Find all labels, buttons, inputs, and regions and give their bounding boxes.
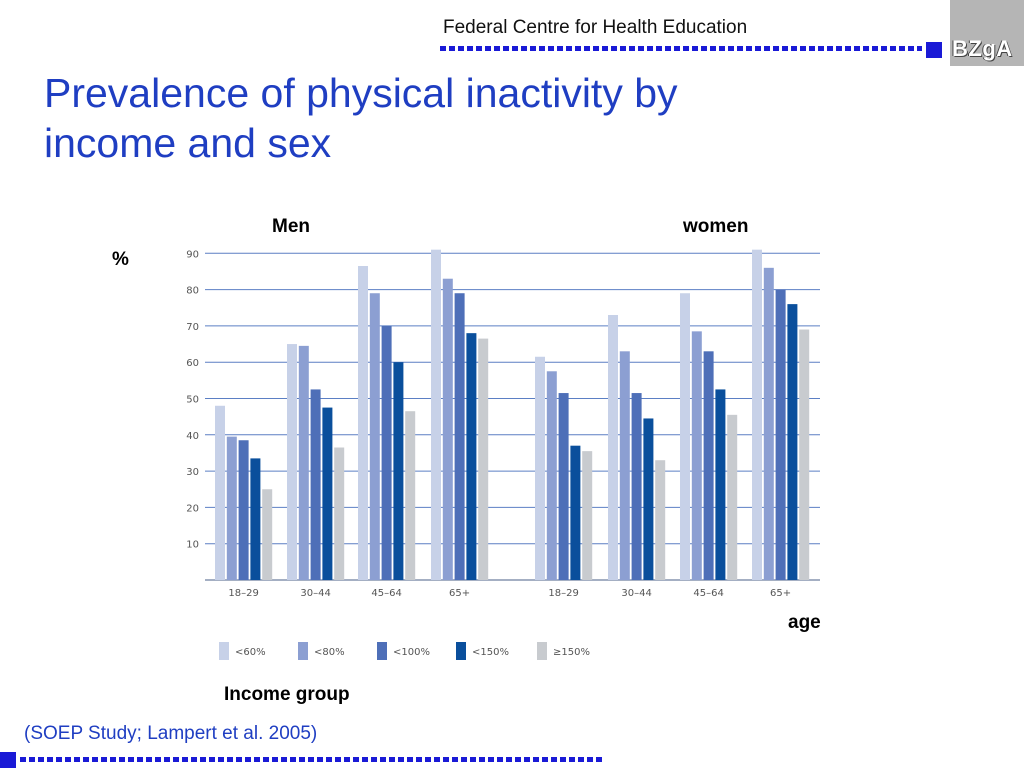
source-note: (SOEP Study; Lampert et al. 2005): [24, 723, 318, 744]
bar: [631, 393, 642, 580]
legend-swatch: [219, 642, 229, 660]
y-tick-label: 70: [186, 322, 199, 333]
bar: [393, 362, 404, 580]
bar: [643, 418, 654, 580]
bar: [558, 393, 569, 580]
x-tick-label: 18–29: [548, 588, 578, 599]
bar: [466, 333, 477, 580]
bar: [727, 414, 738, 580]
bar: [570, 445, 581, 580]
header-square: [926, 42, 942, 58]
bar: [262, 489, 273, 580]
bar: [287, 344, 297, 580]
y-tick-label: 80: [186, 286, 199, 297]
bar-chart: 10 20 30 40 50 60 70 80 90 18–29 30–44 45–64 65+ 18–2…: [186, 249, 820, 660]
legend-swatch: [298, 642, 308, 660]
x-tick-label: 30–44: [621, 588, 651, 599]
logo-box: [950, 0, 1024, 66]
bar: [226, 436, 237, 580]
y-tick-label: 90: [186, 249, 199, 260]
bar: [680, 293, 690, 580]
bar: [703, 351, 714, 580]
bar: [691, 331, 702, 580]
legend-label: ≥150%: [553, 647, 590, 658]
y-tick-label: 30: [186, 467, 199, 478]
bar: [442, 278, 453, 580]
bar: [546, 371, 557, 580]
bar: [238, 440, 249, 580]
bar: [619, 351, 630, 580]
header-dotted-rule: [440, 46, 922, 51]
bar: [381, 325, 392, 580]
bar: [752, 249, 762, 581]
bar: [454, 293, 465, 580]
legend-label: <150%: [472, 647, 509, 658]
bar: [334, 447, 345, 580]
y-axis-label: %: [112, 249, 129, 270]
bar: [582, 451, 593, 580]
y-tick-label: 50: [186, 395, 199, 406]
bar: [298, 345, 309, 580]
footer-dotted-rule: [20, 757, 605, 762]
bar: [478, 338, 489, 580]
x-tick-label: 65+: [449, 588, 470, 599]
x-axis-label: age: [788, 612, 821, 633]
page-title: Prevalence of physical inactivity by inc…: [44, 70, 678, 166]
x-tick-label: 18–29: [228, 588, 258, 599]
bar: [431, 249, 441, 581]
bar: [775, 289, 786, 580]
org-name: Federal Centre for Health Education: [443, 17, 748, 38]
x-tick-label: 45–64: [371, 588, 401, 599]
bar: [715, 389, 726, 580]
x-tick-label: 65+: [770, 588, 791, 599]
group-label-women: women: [683, 216, 749, 237]
bar: [405, 411, 416, 580]
bar: [310, 389, 321, 580]
bar: [608, 315, 618, 580]
footer-square: [0, 752, 16, 768]
y-tick-label: 40: [186, 431, 199, 442]
y-tick-label: 10: [186, 540, 199, 551]
bar: [763, 267, 774, 580]
legend-label: <80%: [314, 647, 345, 658]
bar: [787, 304, 798, 580]
legend-title: Income group: [224, 684, 350, 705]
bar: [799, 329, 810, 580]
group-label-men: Men: [272, 216, 310, 237]
legend-label: <60%: [235, 647, 266, 658]
legend-swatch: [456, 642, 466, 660]
legend-swatch: [377, 642, 387, 660]
legend-label: <100%: [393, 647, 430, 658]
bar: [215, 405, 225, 580]
bar: [655, 460, 666, 580]
bar: [250, 458, 261, 580]
bar: [358, 266, 368, 580]
y-tick-label: 60: [186, 358, 199, 369]
logo-text: BZgA: [952, 36, 1013, 61]
y-tick-label: 20: [186, 503, 199, 514]
bar: [535, 356, 545, 580]
bar: [322, 407, 333, 580]
x-tick-label: 30–44: [300, 588, 330, 599]
bar: [369, 293, 380, 580]
legend-swatch: [537, 642, 547, 660]
x-tick-label: 45–64: [693, 588, 723, 599]
